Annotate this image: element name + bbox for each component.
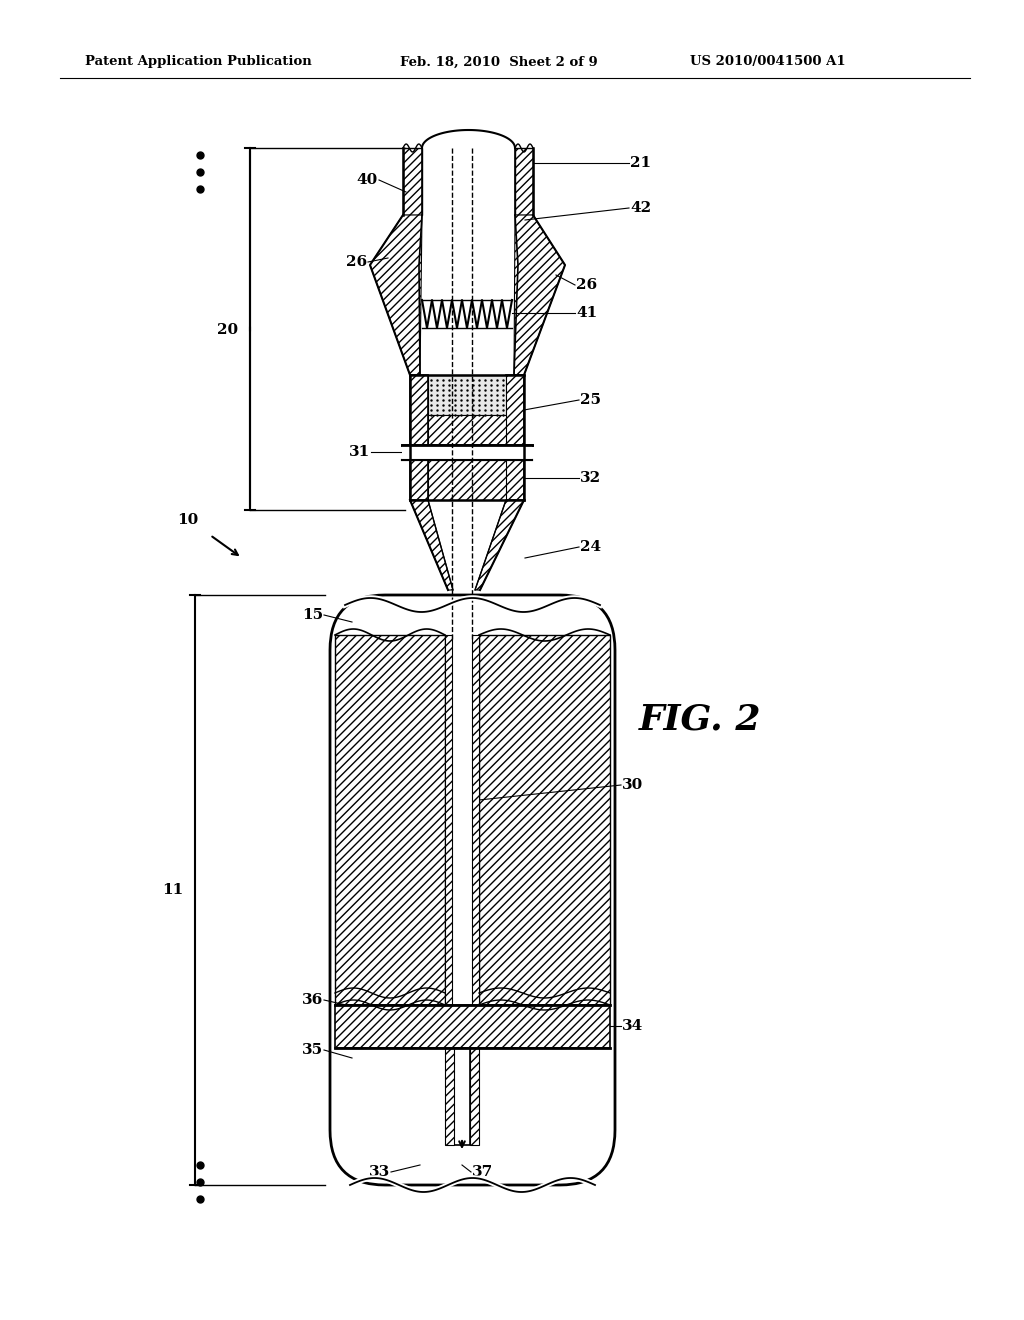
Polygon shape <box>370 215 422 375</box>
Text: Patent Application Publication: Patent Application Publication <box>85 55 311 69</box>
Text: 26: 26 <box>575 279 597 292</box>
Text: 34: 34 <box>622 1019 643 1034</box>
Text: 26: 26 <box>346 255 367 269</box>
Text: 30: 30 <box>622 777 643 792</box>
Polygon shape <box>410 500 453 590</box>
Text: Feb. 18, 2010  Sheet 2 of 9: Feb. 18, 2010 Sheet 2 of 9 <box>400 55 598 69</box>
Text: FIG. 2: FIG. 2 <box>639 704 761 737</box>
Bar <box>428 375 506 414</box>
Text: 10: 10 <box>177 513 198 527</box>
Text: 42: 42 <box>630 201 651 215</box>
Bar <box>472 635 479 1005</box>
Bar <box>428 414 506 500</box>
Bar <box>445 1048 454 1144</box>
Bar <box>454 1048 470 1144</box>
Text: 33: 33 <box>369 1166 390 1179</box>
Text: 21: 21 <box>630 156 651 170</box>
Polygon shape <box>514 215 565 375</box>
Polygon shape <box>475 500 524 590</box>
Text: 41: 41 <box>575 306 597 319</box>
Text: 36: 36 <box>302 993 323 1007</box>
FancyBboxPatch shape <box>330 595 615 1185</box>
Bar <box>335 1005 610 1048</box>
Text: US 2010/0041500 A1: US 2010/0041500 A1 <box>690 55 846 69</box>
Text: 40: 40 <box>356 173 378 187</box>
Bar <box>445 635 452 1005</box>
Text: 25: 25 <box>580 393 601 407</box>
Bar <box>410 375 428 500</box>
Text: 15: 15 <box>302 609 323 622</box>
Text: 24: 24 <box>580 540 601 554</box>
Bar <box>515 148 534 215</box>
Bar <box>335 635 445 1005</box>
Bar <box>402 445 532 459</box>
Text: 32: 32 <box>580 471 601 484</box>
Bar <box>403 148 422 215</box>
Bar <box>479 635 610 1005</box>
Text: 20: 20 <box>217 323 238 337</box>
Bar <box>506 375 524 500</box>
Text: 37: 37 <box>472 1166 494 1179</box>
Bar <box>470 1048 479 1144</box>
Text: 11: 11 <box>162 883 183 898</box>
Text: 31: 31 <box>349 445 370 459</box>
Text: 35: 35 <box>302 1043 323 1057</box>
